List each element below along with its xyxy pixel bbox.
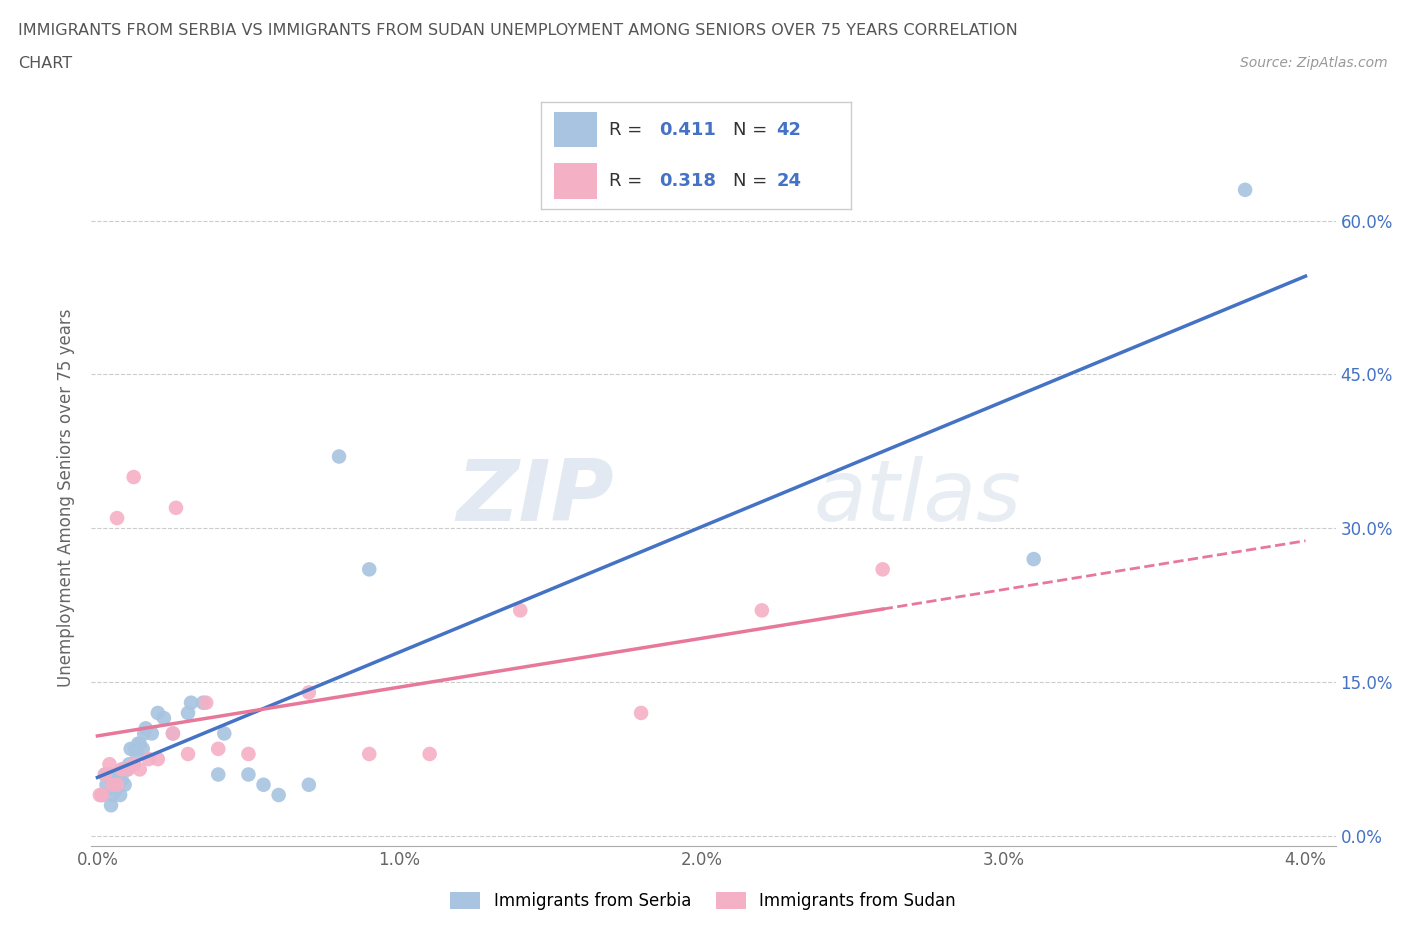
Point	[509, 603, 531, 618]
Point	[105, 511, 128, 525]
Text: N =: N =	[733, 172, 773, 190]
Text: 0.411: 0.411	[659, 121, 716, 139]
Point	[195, 696, 218, 711]
Point	[146, 706, 169, 721]
Point	[117, 762, 139, 777]
Point	[180, 696, 202, 711]
Text: R =: R =	[609, 172, 648, 190]
Point	[238, 767, 260, 782]
Point	[146, 751, 169, 766]
Point	[89, 788, 111, 803]
Point	[359, 747, 381, 762]
Point	[1234, 182, 1257, 197]
Point	[122, 757, 145, 772]
Point	[214, 726, 236, 741]
Point	[101, 777, 124, 792]
Point	[120, 741, 142, 756]
Point	[114, 777, 136, 792]
Point	[94, 767, 117, 782]
Point	[122, 757, 145, 772]
Y-axis label: Unemployment Among Seniors over 75 years: Unemployment Among Seniors over 75 years	[58, 309, 76, 686]
Text: CHART: CHART	[18, 56, 72, 71]
Point	[127, 737, 149, 751]
Point	[128, 762, 150, 777]
Point	[103, 777, 125, 792]
Point	[141, 726, 163, 741]
Point	[128, 737, 150, 751]
Text: R =: R =	[609, 121, 648, 139]
Point	[122, 470, 145, 485]
Point	[419, 747, 441, 762]
Point	[101, 788, 124, 803]
Point	[98, 757, 121, 772]
Legend: Immigrants from Serbia, Immigrants from Sudan: Immigrants from Serbia, Immigrants from …	[443, 885, 963, 917]
Point	[630, 706, 652, 721]
Point	[1022, 551, 1045, 566]
Point	[96, 777, 118, 792]
Text: ZIP: ZIP	[457, 456, 614, 539]
Point	[117, 762, 139, 777]
Point	[91, 788, 114, 803]
Point	[162, 726, 184, 741]
Bar	[554, 164, 598, 199]
Bar	[554, 112, 598, 147]
Point	[872, 562, 894, 577]
Point	[124, 741, 146, 756]
Point	[94, 767, 117, 782]
Point	[135, 721, 157, 736]
Point	[252, 777, 274, 792]
Point	[298, 685, 321, 700]
Text: 42: 42	[776, 121, 801, 139]
Point	[105, 772, 128, 787]
Point	[207, 741, 229, 756]
Text: Source: ZipAtlas.com: Source: ZipAtlas.com	[1240, 56, 1388, 70]
Point	[132, 741, 155, 756]
Text: IMMIGRANTS FROM SERBIA VS IMMIGRANTS FROM SUDAN UNEMPLOYMENT AMONG SENIORS OVER : IMMIGRANTS FROM SERBIA VS IMMIGRANTS FRO…	[18, 23, 1018, 38]
Point	[91, 788, 114, 803]
Point	[177, 747, 200, 762]
Point	[328, 449, 350, 464]
Point	[125, 747, 148, 762]
Point	[751, 603, 773, 618]
Point	[359, 562, 381, 577]
Point	[105, 777, 128, 792]
Point	[104, 782, 127, 797]
Point	[98, 767, 121, 782]
Text: 0.318: 0.318	[659, 172, 716, 190]
Text: N =: N =	[733, 121, 773, 139]
Point	[153, 711, 176, 725]
Point	[118, 757, 141, 772]
Point	[238, 747, 260, 762]
Point	[298, 777, 321, 792]
Point	[100, 798, 122, 813]
Point	[107, 767, 129, 782]
Point	[112, 762, 135, 777]
Point	[108, 788, 131, 803]
Text: atlas: atlas	[813, 456, 1021, 539]
Point	[177, 706, 200, 721]
Point	[267, 788, 290, 803]
Point	[162, 726, 184, 741]
Point	[110, 772, 132, 787]
Point	[138, 751, 160, 766]
Point	[110, 762, 132, 777]
Point	[165, 500, 187, 515]
Point	[134, 726, 156, 741]
Point	[191, 696, 214, 711]
Point	[207, 767, 229, 782]
Text: 24: 24	[776, 172, 801, 190]
